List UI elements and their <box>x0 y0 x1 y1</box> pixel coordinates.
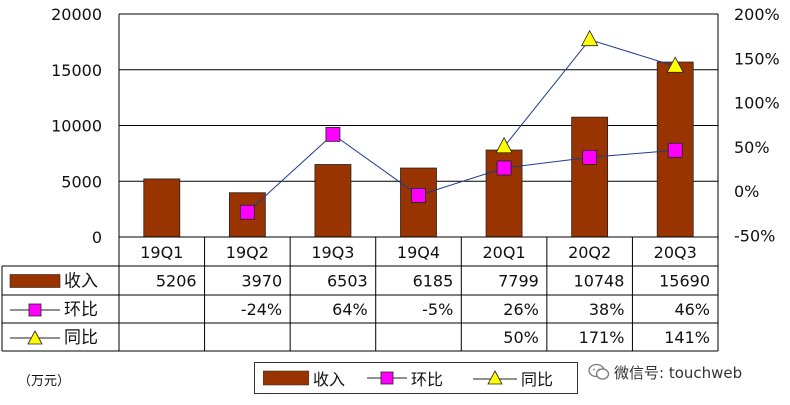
legend-item-revenue: 收入 <box>263 367 345 389</box>
table-cell-value: 64% <box>332 300 368 319</box>
marker-yoy <box>495 136 513 154</box>
left-tick-label: 15000 <box>51 61 102 80</box>
marker-yoy <box>666 56 684 73</box>
bar-revenue <box>571 116 609 238</box>
line-qoq <box>247 133 676 213</box>
row-key-qoq <box>28 303 42 317</box>
table-cell-value: 46% <box>674 300 710 319</box>
right-tick-label: -50% <box>734 226 775 245</box>
right-tick-label: 100% <box>734 94 780 113</box>
category-label: 19Q1 <box>140 243 183 262</box>
table-cell-value: 26% <box>503 300 539 319</box>
table-cell-value: 38% <box>589 300 625 319</box>
watermark: 微信号: touchweb <box>588 362 742 382</box>
wechat-icon <box>588 363 610 380</box>
marker-qoq <box>496 160 512 176</box>
legend-label-qoq: 环比 <box>411 370 444 389</box>
table-cell-value: 6185 <box>413 272 454 291</box>
table-cell-value: 10748 <box>574 272 625 291</box>
legend-label-revenue: 收入 <box>313 370 346 389</box>
legend-item-qoq: 环比 <box>367 367 443 389</box>
marker-yoy <box>580 29 599 47</box>
table-cell-value: 171% <box>579 328 625 347</box>
marker-qoq <box>582 149 598 165</box>
table-cell-value: 50% <box>503 328 539 347</box>
category-label: 19Q2 <box>226 243 269 262</box>
row-header-label: 收入 <box>64 272 98 292</box>
legend: 收入 环比 同比 <box>254 362 578 394</box>
watermark-text: 微信号: touchweb <box>614 363 743 382</box>
left-tick-label: 10000 <box>51 117 102 136</box>
table-cell-value: -5% <box>422 300 453 319</box>
marker-qoq <box>667 142 683 158</box>
category-label: 19Q4 <box>397 243 440 262</box>
marker-qoq <box>239 204 255 220</box>
marker-qoq <box>325 126 341 142</box>
table-cell-value: 5206 <box>156 272 197 291</box>
unit-label: （万元） <box>18 374 71 389</box>
right-tick-label: 50% <box>734 138 770 157</box>
row-key-yoy <box>27 330 43 345</box>
marker-qoq <box>411 188 426 203</box>
category-label: 20Q3 <box>654 243 697 262</box>
legend-label-yoy: 同比 <box>521 370 554 389</box>
category-label: 20Q1 <box>483 243 526 262</box>
table-cell-value: 141% <box>664 328 710 347</box>
row-key-revenue <box>9 274 61 288</box>
table-cell-value: -24% <box>241 300 282 319</box>
square-marker-icon <box>367 371 407 385</box>
table-cell-value: 7799 <box>498 272 539 291</box>
triangle-marker-icon <box>473 370 517 385</box>
left-tick-label: 5000 <box>61 172 102 191</box>
row-header-label: 环比 <box>64 300 98 320</box>
left-tick-label: 0 <box>92 228 102 247</box>
right-tick-label: 200% <box>734 5 780 24</box>
right-tick-label: 150% <box>734 49 780 68</box>
category-label: 20Q2 <box>568 243 611 262</box>
table-cell-value: 15690 <box>659 272 710 291</box>
row-header-label: 同比 <box>64 328 98 348</box>
bar-swatch-icon <box>263 370 309 386</box>
left-tick-label: 20000 <box>51 5 102 24</box>
bar-revenue <box>314 164 352 238</box>
table-cell-value: 3970 <box>241 272 282 291</box>
legend-item-yoy: 同比 <box>473 367 553 389</box>
category-label: 19Q3 <box>311 243 354 262</box>
right-tick-label: 0% <box>734 182 759 201</box>
bar-revenue <box>143 178 181 238</box>
table-cell-value: 6503 <box>327 272 368 291</box>
